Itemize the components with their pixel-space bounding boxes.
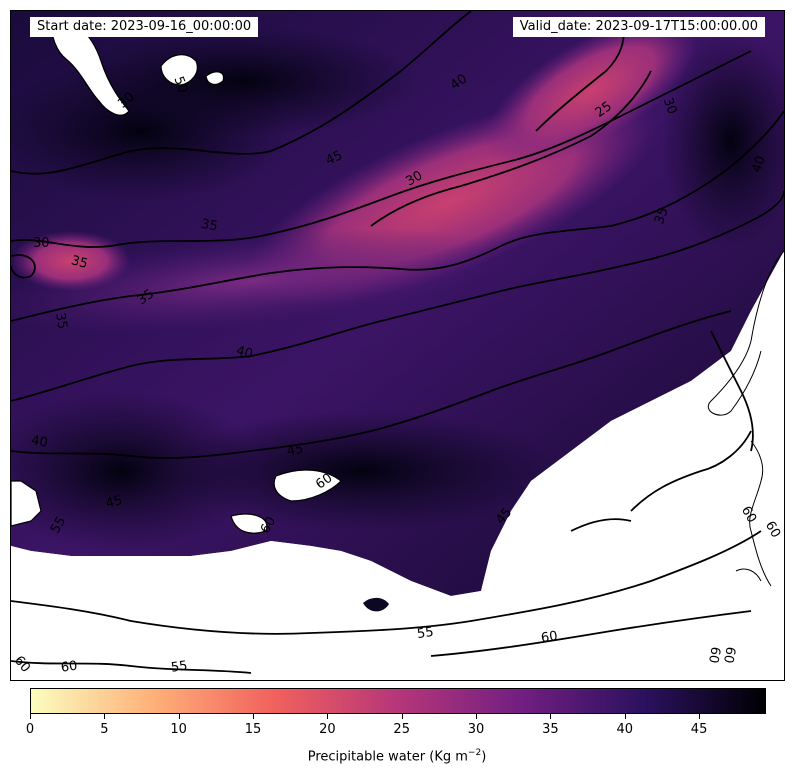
contour-label: 30 [33,236,50,251]
contour-label: 30 [403,168,425,189]
contour-label: 55 [416,625,434,642]
contour-label: 60 [738,504,759,526]
contour-label: 55 [170,659,188,676]
colorbar-title-text: Precipitable water (Kg m [307,749,468,765]
contour-lines [11,11,784,674]
colorbar-tick-label: 10 [170,722,187,737]
colorbar-tick [327,714,329,719]
colorbar-tick [624,714,626,719]
colorbar-tick [104,714,106,719]
colorbar-title-suffix: ) [481,749,487,765]
contour-label: 30 [660,96,680,117]
colorbar-tick [699,714,701,719]
southern-region [11,251,784,680]
colorbar-tick [178,714,180,719]
coastlines [708,250,784,587]
contour-label: 35 [52,312,70,331]
contour-label: 45 [104,493,124,512]
colorbar-tick-label: 20 [319,722,336,737]
contour-label: 45 [286,442,305,460]
colorbar-tick-label: 25 [393,722,410,737]
colorbar-tick-label: 40 [616,722,634,737]
colorbar-tick [550,714,552,719]
contour-label: 60 [540,629,558,646]
contour-label: 55 [48,514,69,536]
colorbar-tick-label: 30 [467,722,485,737]
colorbar-tick [476,714,478,719]
colorbar-title: Precipitable water (Kg m−2) [0,748,794,764]
precipitable-water-map: 50 30 40 45 30 25 30 40 30 35 35 35 35 3… [10,10,785,681]
colorbar [30,688,766,714]
map-canvas: 50 30 40 45 30 25 30 40 30 35 35 35 35 3… [11,11,784,680]
contour-label: 45 [324,148,345,169]
contour-label: 40 [749,154,769,175]
contour-label: 60 [60,659,78,676]
colorbar-tick [401,714,403,719]
colorbar-tick-label: 15 [244,722,262,737]
contour-label: 35 [200,217,219,235]
moisture-field [11,11,784,596]
colorbar-tick-label: 35 [542,722,559,737]
valid-date-label: Valid_date: 2023-09-17T15:00:00.00 [512,17,765,37]
masked-areas [11,19,342,534]
start-date-label: Start date: 2023-09-16_00:00:00 [30,17,259,37]
colorbar-tick [253,714,255,719]
contour-label: 35 [69,253,89,272]
colorbar-ticks: 0 5 10 15 20 25 30 35 40 45 [26,714,766,744]
colorbar-tick-label: 0 [25,722,35,737]
contour-label: 40 [234,343,254,362]
colorbar-tick-label: 45 [690,722,708,737]
contour-label: 60 [762,519,783,541]
contour-label: 50 [171,75,191,96]
contour-label: 40 [30,433,49,451]
contour-label: 60 [258,514,279,536]
colorbar-title-exponent: −2 [467,748,482,758]
contour-label: 60 [720,645,738,664]
colorbar-tick [30,714,31,719]
colorbar-tick-label: 5 [100,722,109,737]
contour-label: 60 [705,645,723,664]
contour-label: 35 [652,206,672,227]
